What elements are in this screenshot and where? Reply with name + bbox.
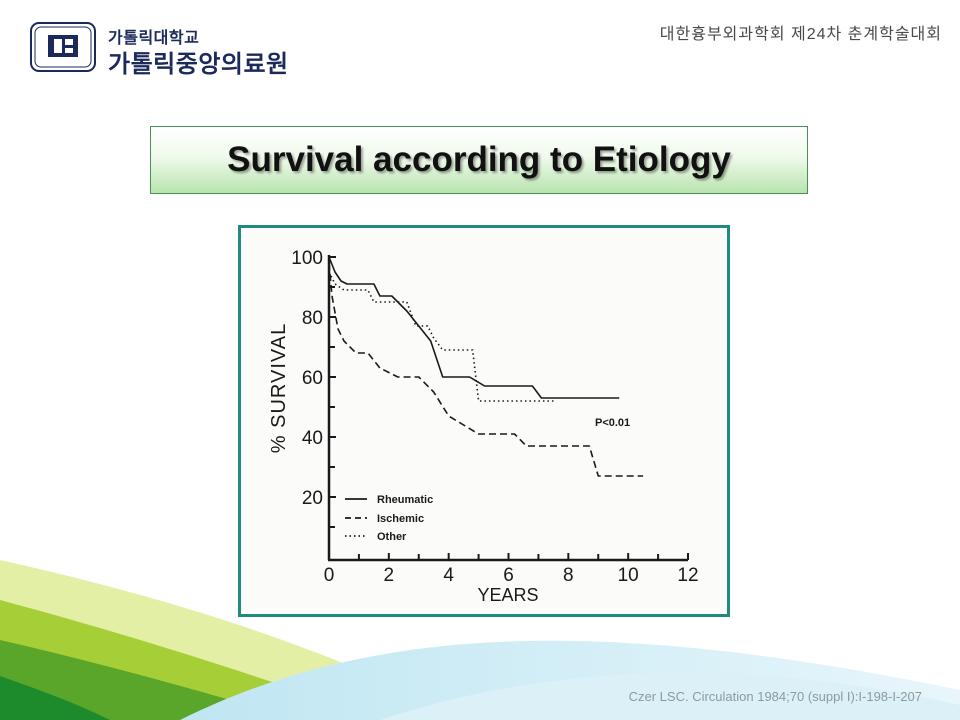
- x-tick-label: 4: [443, 565, 454, 586]
- chart-legend: Rheumatic Ischemic Other: [345, 494, 433, 543]
- x-tick-label: 12: [677, 565, 698, 586]
- conference-name: 대한흉부외과학회 제24차 춘계학술대회: [659, 26, 942, 43]
- legend-label-ischemic: Ischemic: [377, 513, 424, 525]
- x-axis-label: YEARS: [477, 585, 538, 605]
- legend-label-other: Other: [377, 531, 407, 543]
- y-tick-label: 60: [302, 368, 323, 389]
- survival-chart: 20 40 60 80 100 0 2 4 6 8 10 12 % SURVIVAL YEARS P<…: [268, 248, 699, 605]
- institution-name-large: 가톨릭중앙의료원: [108, 51, 289, 78]
- y-tick-label: 100: [291, 248, 323, 269]
- university-logo: 가톨릭대학교 가톨릭중앙의료원: [30, 22, 290, 78]
- p-value-annotation: P<0.01: [595, 417, 630, 429]
- x-tick-label: 6: [503, 565, 514, 586]
- slide-title-box: Survival according to Etiology: [150, 126, 808, 194]
- university-seal-icon: [30, 22, 96, 72]
- legend-label-rheumatic: Rheumatic: [377, 494, 433, 506]
- slide-title: Survival according to Etiology: [227, 140, 731, 179]
- survival-figure: 20 40 60 80 100 0 2 4 6 8 10 12 % SURVIVAL YEARS P<…: [238, 225, 730, 617]
- series-line-rheumatic: [328, 256, 620, 399]
- x-tick-label: 10: [618, 565, 639, 586]
- series-line-ischemic: [328, 262, 644, 477]
- series-layer: [328, 256, 644, 477]
- institution-name-small: 가톨릭대학교: [108, 30, 200, 47]
- y-tick-label: 80: [302, 308, 323, 329]
- series-line-other: [328, 271, 554, 402]
- axis-ticks: 20 40 60 80 100 0 2 4 6 8 10 12: [291, 248, 698, 586]
- y-axis-label: % SURVIVAL: [268, 323, 290, 453]
- x-tick-label: 8: [563, 565, 574, 586]
- citation: Czer LSC. Circulation 1984;70 (suppl I):…: [628, 689, 922, 704]
- y-tick-label: 20: [302, 488, 323, 509]
- y-tick-label: 40: [302, 428, 323, 449]
- x-tick-label: 0: [324, 565, 335, 586]
- x-tick-label: 2: [384, 565, 395, 586]
